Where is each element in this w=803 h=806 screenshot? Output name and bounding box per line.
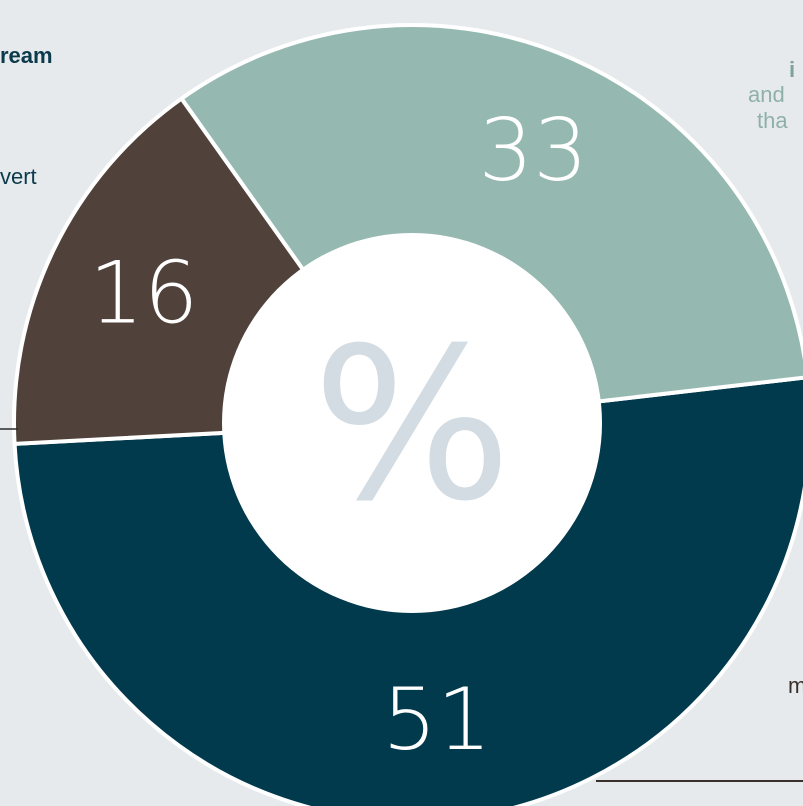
left-annotation-text: vert [0, 164, 37, 189]
slice-label-33: 33 [478, 101, 587, 201]
bottom-right-annotation: m [788, 673, 803, 698]
right-annotation-line3: tha [757, 108, 788, 133]
right-annotation-line2: and [748, 82, 785, 107]
slice-label-16: 16 [89, 243, 198, 343]
donut-slice-33 [179, 23, 803, 425]
left-annotation-title: ream [0, 43, 53, 68]
slice-label-51: 51 [382, 670, 491, 770]
right-annotation-title: i [789, 57, 796, 82]
donut-hole [222, 233, 602, 613]
slice-value-labels: 51 33 16 [89, 101, 588, 770]
percent-sign: % [312, 303, 512, 548]
